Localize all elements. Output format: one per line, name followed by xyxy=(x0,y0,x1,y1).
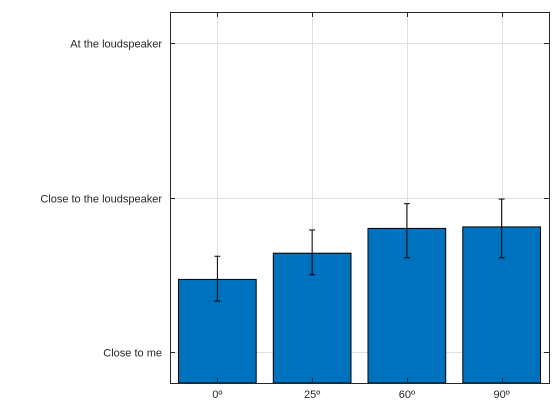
y-tick-labels: Close to me Close to the loudspeaker At th… xyxy=(40,39,162,360)
x-tick-label: 0º xyxy=(212,389,222,401)
y-tick-label: At the loudspeaker xyxy=(70,39,162,51)
x-tick-label: 25º xyxy=(304,389,320,401)
x-tick-labels: 0º 25º 60º 90º xyxy=(212,389,509,401)
grid-lines xyxy=(170,12,549,383)
y-tick-label: Close to the loudspeaker xyxy=(40,194,162,206)
x-tick-label: 60º xyxy=(399,389,415,401)
bars xyxy=(178,226,541,384)
x-tick-label: 90º xyxy=(493,389,509,401)
error-bars xyxy=(214,198,505,302)
axis-ticks xyxy=(170,12,549,383)
y-tick-label: Close to me xyxy=(103,348,162,360)
